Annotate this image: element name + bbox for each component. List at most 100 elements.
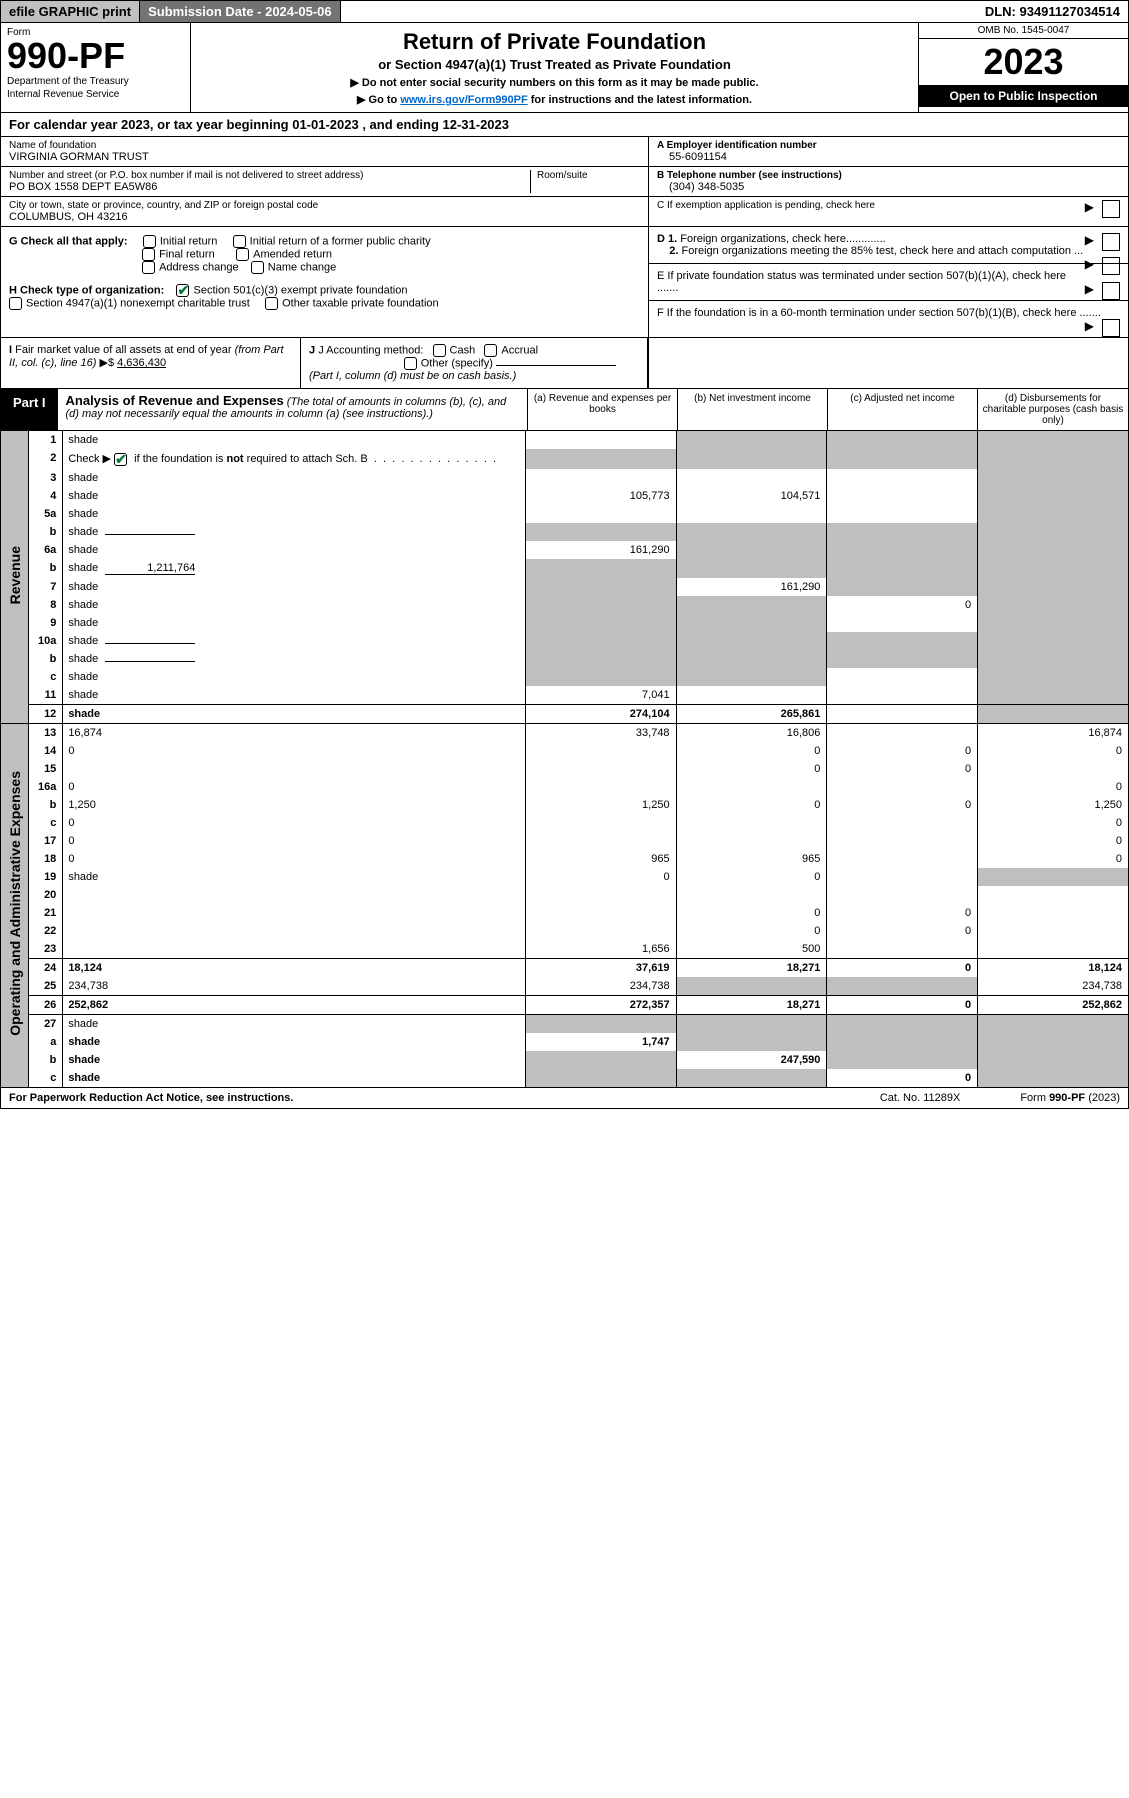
table-row: 1809659650 [1,850,1129,868]
expenses-side-label: Operating and Administrative Expenses [7,771,23,1036]
col-a-head: (a) Revenue and expenses per books [528,389,678,430]
tax-year: 2023 [919,39,1128,85]
goto-note: ▶ Go to www.irs.gov/Form990PF for instru… [197,93,912,106]
i-j-block: I Fair market value of all assets at end… [0,338,1129,389]
d1-checkbox[interactable] [1102,233,1120,251]
part1-label: Part I [1,389,58,430]
table-row: b1,2501,250001,250 [1,796,1129,814]
table-row: 26252,862272,35718,2710252,862 [1,995,1129,1014]
tel-label: B Telephone number (see instructions) [657,170,842,181]
e-text: E If private foundation status was termi… [657,270,1066,294]
top-bar: efile GRAPHIC print Submission Date - 20… [0,0,1129,23]
ein-value: 55-6091154 [657,151,727,163]
e-checkbox[interactable] [1102,282,1120,300]
table-row: 12shade274,104265,861 [1,704,1129,723]
h-501c3-checkbox[interactable] [176,284,189,297]
table-row: 7shade161,290 [1,578,1129,596]
submission-date: Submission Date - 2024-05-06 [140,1,341,22]
g-initial-former-checkbox[interactable] [233,235,246,248]
dept-irs: Internal Revenue Service [7,89,184,100]
col-d-head: (d) Disbursements for charitable purpose… [978,389,1128,430]
table-row: 10ashade [1,632,1129,650]
part1-title: Analysis of Revenue and Expenses [66,393,284,408]
table-row: bshade 1,211,764 [1,559,1129,578]
tel-value: (304) 348-5035 [657,181,744,193]
city-state-zip: COLUMBUS, OH 43216 [9,211,128,223]
f-checkbox[interactable] [1102,319,1120,337]
table-row: bshade [1,523,1129,541]
g-amended-return-checkbox[interactable] [236,248,249,261]
public-inspection: Open to Public Inspection [919,85,1128,107]
form-subtitle: or Section 4947(a)(1) Trust Treated as P… [197,57,912,72]
ein-label: A Employer identification number [657,140,817,151]
calendar-year-line: For calendar year 2023, or tax year begi… [0,113,1129,137]
j-accrual-checkbox[interactable] [484,344,497,357]
table-row: 140000 [1,742,1129,760]
irs-link[interactable]: www.irs.gov/Form990PF [400,94,527,106]
schb-checkbox[interactable] [114,453,127,466]
dln: DLN: 93491127034514 [977,1,1128,22]
d2-text: Foreign organizations meeting the 85% te… [681,245,1083,257]
table-row: 1500 [1,760,1129,778]
table-row: 3shade [1,469,1129,487]
c-checkbox[interactable] [1102,200,1120,218]
room-label: Room/suite [537,170,640,181]
revenue-side-label: Revenue [7,546,23,604]
g-label: G Check all that apply: [9,235,128,247]
entity-info: Name of foundation VIRGINIA GORMAN TRUST… [0,137,1129,227]
g-address-change-checkbox[interactable] [142,261,155,274]
table-row: 19shade00 [1,868,1129,886]
part1-header: Part I Analysis of Revenue and Expenses … [0,389,1129,431]
form-ref: Form 990-PF (2023) [1020,1092,1120,1104]
table-row: 8shade0 [1,596,1129,614]
table-row: 25234,738234,738234,738 [1,977,1129,996]
c-label: C If exemption application is pending, c… [657,200,875,211]
h-4947-checkbox[interactable] [9,297,22,310]
foundation-name: VIRGINIA GORMAN TRUST [9,151,149,163]
g-final-return-checkbox[interactable] [142,248,155,261]
table-row: 2200 [1,922,1129,940]
city-label: City or town, state or province, country… [9,200,640,211]
name-label: Name of foundation [9,140,640,151]
paperwork-notice: For Paperwork Reduction Act Notice, see … [9,1092,293,1104]
table-row: 2418,12437,61918,271018,124 [1,958,1129,977]
j-note: (Part I, column (d) must be on cash basi… [309,370,516,382]
dept-treasury: Department of the Treasury [7,76,184,87]
d1-text: Foreign organizations, check here.......… [680,233,885,245]
cat-no: Cat. No. 11289X [880,1092,961,1104]
table-row: cshade0 [1,1069,1129,1088]
table-row: Operating and Administrative Expenses131… [1,723,1129,742]
form-header: Form 990-PF Department of the Treasury I… [0,23,1129,113]
ssn-note: ▶ Do not enter social security numbers o… [197,76,912,89]
form-number: 990-PF [7,38,184,74]
g-name-change-checkbox[interactable] [251,261,264,274]
f-text: F If the foundation is in a 60-month ter… [657,307,1101,319]
table-row: 231,656500 [1,940,1129,959]
j-cash-checkbox[interactable] [433,344,446,357]
table-row: 4shade105,773104,571 [1,487,1129,505]
table-row: ashade1,747 [1,1033,1129,1051]
col-b-head: (b) Net investment income [678,389,828,430]
j-other-checkbox[interactable] [404,357,417,370]
table-row: 1700 [1,832,1129,850]
table-row: 16a00 [1,778,1129,796]
h-other-taxable-checkbox[interactable] [265,297,278,310]
form-title: Return of Private Foundation [197,29,912,55]
table-row: bshade [1,650,1129,668]
table-row: 27shade [1,1014,1129,1033]
table-row: 2Check ▶ if the foundation is not requir… [1,449,1129,469]
part1-table: Revenue1shade2Check ▶ if the foundation … [0,431,1129,1088]
table-row: Revenue1shade [1,431,1129,449]
efile-label: efile GRAPHIC print [1,1,140,22]
j-label: J Accounting method: [318,344,423,356]
omb-number: OMB No. 1545-0047 [919,23,1128,39]
table-row: c00 [1,814,1129,832]
g-initial-return-checkbox[interactable] [143,235,156,248]
table-row: 6ashade161,290 [1,541,1129,559]
table-row: 2100 [1,904,1129,922]
i-value: 4,636,430 [117,357,166,369]
table-row: 9shade [1,614,1129,632]
table-row: 5ashade [1,505,1129,523]
table-row: 20 [1,886,1129,904]
table-row: 11shade7,041 [1,686,1129,705]
